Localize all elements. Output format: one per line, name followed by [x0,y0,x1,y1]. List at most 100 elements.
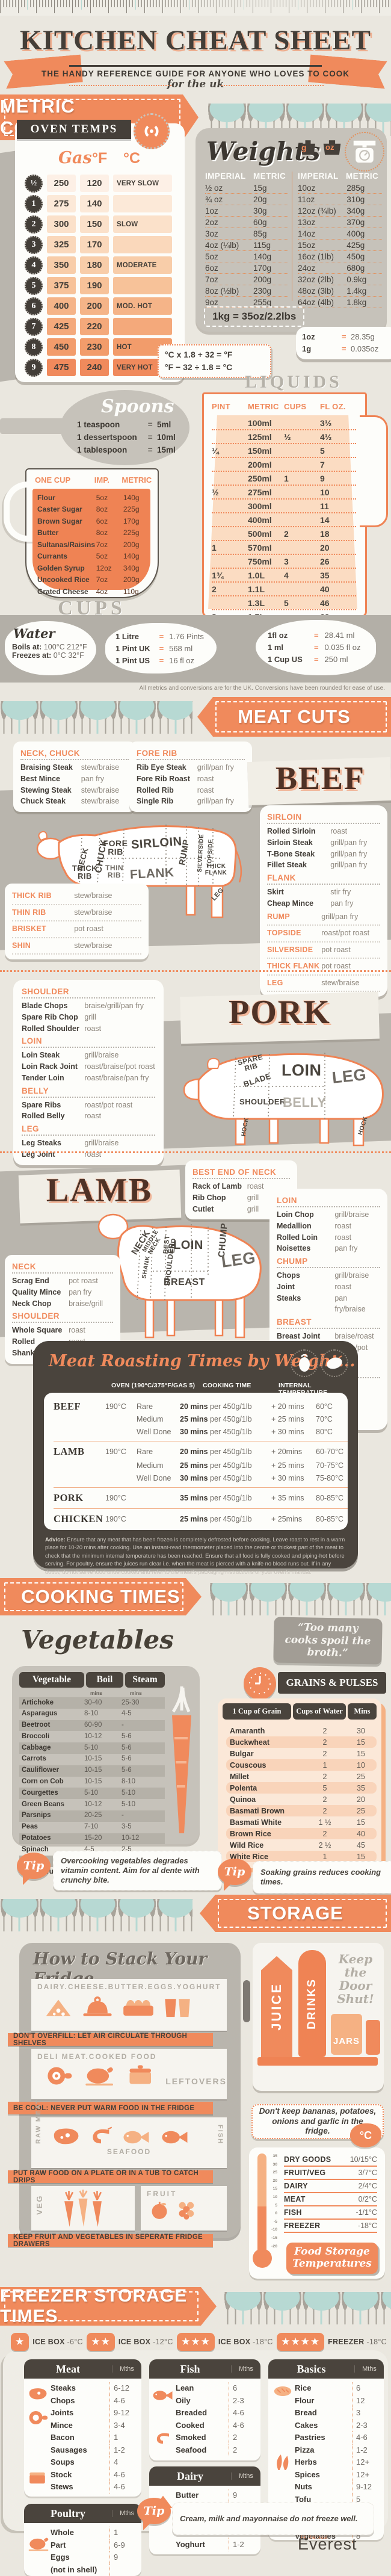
thermometer-tick-label: 15 [272,2187,277,2191]
freezer-row: Rice 6 [268,2382,384,2395]
drinks-bottle: DRINKS [298,1950,326,2057]
cut-row: Chuck Steak stew/braise [20,797,120,806]
cut-row: Spare Ribs roast/pot roast [22,1100,133,1109]
gas-mark-badge: 3 [25,235,43,254]
cut-row: Rolled Loin roast [277,1233,352,1242]
roasting-row: LAMB 190°C Rare 20 mins per 450g/1lb + 20… [54,1441,348,1459]
star-rating-icon: ★★★★ [277,2333,325,2351]
roasting-header-time: COOKING TIME [203,1382,251,1389]
cut-row: Rib Chop grill [192,1193,259,1202]
water-freezes: Freezes at: 0°C 32°F [12,651,84,660]
grain-row: Millet 2 25 [230,1772,365,1781]
grain-row: Couscous 1 10 [226,1759,377,1771]
oz-weight-icon: oz [325,143,334,152]
page-subtitle: THE HANDY REFERENCE GUIDE FOR ANYONE WHO… [41,69,350,78]
weight-row: 2oz 60g [205,217,288,228]
oven-temp-row: 7 425 220 [25,317,178,336]
egg-box-icon [123,2000,153,2016]
spoons-title: Spoons [101,396,174,417]
beef-diagram: NECK CHUCK FORE RIB SIRLOIN RUMP SILVERS… [35,811,263,950]
freezer-rating: ★★ ICE BOX -12°C [87,2333,173,2351]
star-rating-icon: ★★★ [177,2333,215,2351]
chicken-icon [291,1349,318,1377]
cut-row: SHIN stew/braise [12,938,141,955]
cheese-icon [46,1999,71,2016]
weight-row: 48oz (3lb) 1.4kg [298,285,382,297]
weight-row: 16oz (1lb) 450g [298,251,382,262]
jar: JARS [331,2014,362,2055]
freezer-row: Mince 3-4 [24,2419,141,2432]
quote-box: “Too many cooks spoil the broth.” [273,1617,383,1665]
freezer-table-poultry: Poultry Mths Whole 1 Part 6-9 Eggs 9 (not in sh… [24,2504,141,2576]
cup-row: Sultanas/Raisins 7oz 200g [37,540,140,549]
thermometer-tick-label: -5 [273,2219,277,2224]
region-label: for the uk [167,78,224,90]
jar [366,2020,380,2055]
food-storage-temps-title: Food Storage Temperatures [286,2243,378,2274]
storage-temp-row: FREEZER -18°C [284,2220,377,2233]
cut-row: Rolled Sirloin roast [267,827,348,835]
oven-temp-row: 4 350 180 MODERATE [25,256,178,274]
veg-row: Peas 7-10 3-5 [22,1823,132,1831]
cut-row: T-Bone Steak grill/pan fry [267,849,368,858]
liquid-row: 1.3L 5 46 [212,596,356,610]
pork-panel: SHOULDER Blade Chops braise/grill/pan fry… [13,980,164,1165]
section-banner-meat-cuts: MEAT CUTS [197,697,391,737]
cut-row: Single Rib grill/pan fry [137,797,234,806]
gas-mark-badge: 7 [25,317,43,336]
freezer-row: Cooked 4-6 [149,2419,260,2432]
oven-temp-row: 3 325 170 [25,235,178,254]
veg-row: Corn on Cob 10-15 8-10 [22,1778,136,1786]
spoon-pattern [0,1899,192,1931]
cup-row: Butter 8oz 225g [37,528,140,537]
gas-mark-badge: 6 [25,297,43,315]
weight-row: 10oz 285g [298,182,382,194]
temp-formula-box: °C x 1.8 + 32 = °F °F − 32 ÷ 1.8 = °C [158,344,271,378]
weight-row: 14oz 400g [298,228,382,240]
cut-row: Chops grill/braise [277,1271,369,1280]
veg-tip: Overcooking vegetables degrades vitamin … [53,1851,222,1890]
roasting-row: Medium 25 mins per 450g/1lb + 25 mins 70°… [137,1414,333,1423]
ham-icon [48,2067,72,2085]
freezer-rating: ★★★★ FREEZER -18°C [277,2333,387,2351]
roast-chicken-icon [85,2067,114,2086]
fridge-door-handle [243,1980,250,2022]
fish-icon [123,2131,149,2144]
cut-row: LEG stew/braise [267,976,380,992]
freezer-row: Steaks 6-12 [24,2382,141,2395]
tip-bubble-icon: Tip [137,2498,171,2530]
gas-mark-badge: 9 [25,358,43,377]
grapes-icon [179,2202,194,2220]
cut-row: Rib Eye Steak grill/pan fry [137,763,234,772]
veg-row: Carrots 10-15 5-6 [22,1755,132,1763]
spoon-conversion-row: 1 dessertspoon = 10ml [77,432,176,442]
storage-temp-row: FRUIT/VEG 3/7°C [284,2167,377,2180]
tip-bubble-icon: Tip [17,1853,51,1885]
cut-row: Rolled Shoulder roast [22,1024,102,1033]
cup-row: Currants 5oz 140g [37,552,140,561]
freezer-row: Butter 9 [149,2489,260,2502]
freezer-row: Seafood 2 [149,2444,260,2457]
liquid-row: 400ml 14 [212,513,356,527]
grain-row: Wild Rice 2 ½ 45 [230,1841,365,1850]
weight-row: ½ oz 15g [205,182,288,194]
beef-fore-rib-panel: FORE RIB Rib Eye Steak grill/pan fry Fore … [129,742,252,812]
cut-row: Steaks pan fry/braise [277,1293,366,1314]
shrimp-icon [156,2433,169,2444]
gas-mark-badge: 8 [25,338,43,356]
liquid-row: 1 570ml 20 [212,541,356,555]
cup-table: Flour 5oz 140g Caster Sugar 8oz 225g Brown Sug… [32,489,150,596]
weights-title: Weights [206,137,321,166]
cup-row: Flour 5oz 140g [37,494,140,502]
grain-row: Buckwheat 2 15 [226,1736,377,1748]
veg-row: Artichoke 30-40 25-30 [19,1697,165,1709]
freezer-row: Smoked 2 [149,2432,260,2444]
spoon-pattern [209,1583,391,1615]
thermometer-bulb [253,2249,272,2268]
veg-row: Cabbage 5-10 5-6 [19,1742,165,1754]
freezer-row: Bread 3 [268,2407,384,2420]
section-banner-cooking-times: COOKING TIMES [0,1578,202,1615]
weight-row: 8oz (½lb) 230g [205,285,288,297]
gas-mark-badge: 4 [25,256,43,274]
grain-row: Basmati White 1 ½ 15 [230,1818,365,1827]
